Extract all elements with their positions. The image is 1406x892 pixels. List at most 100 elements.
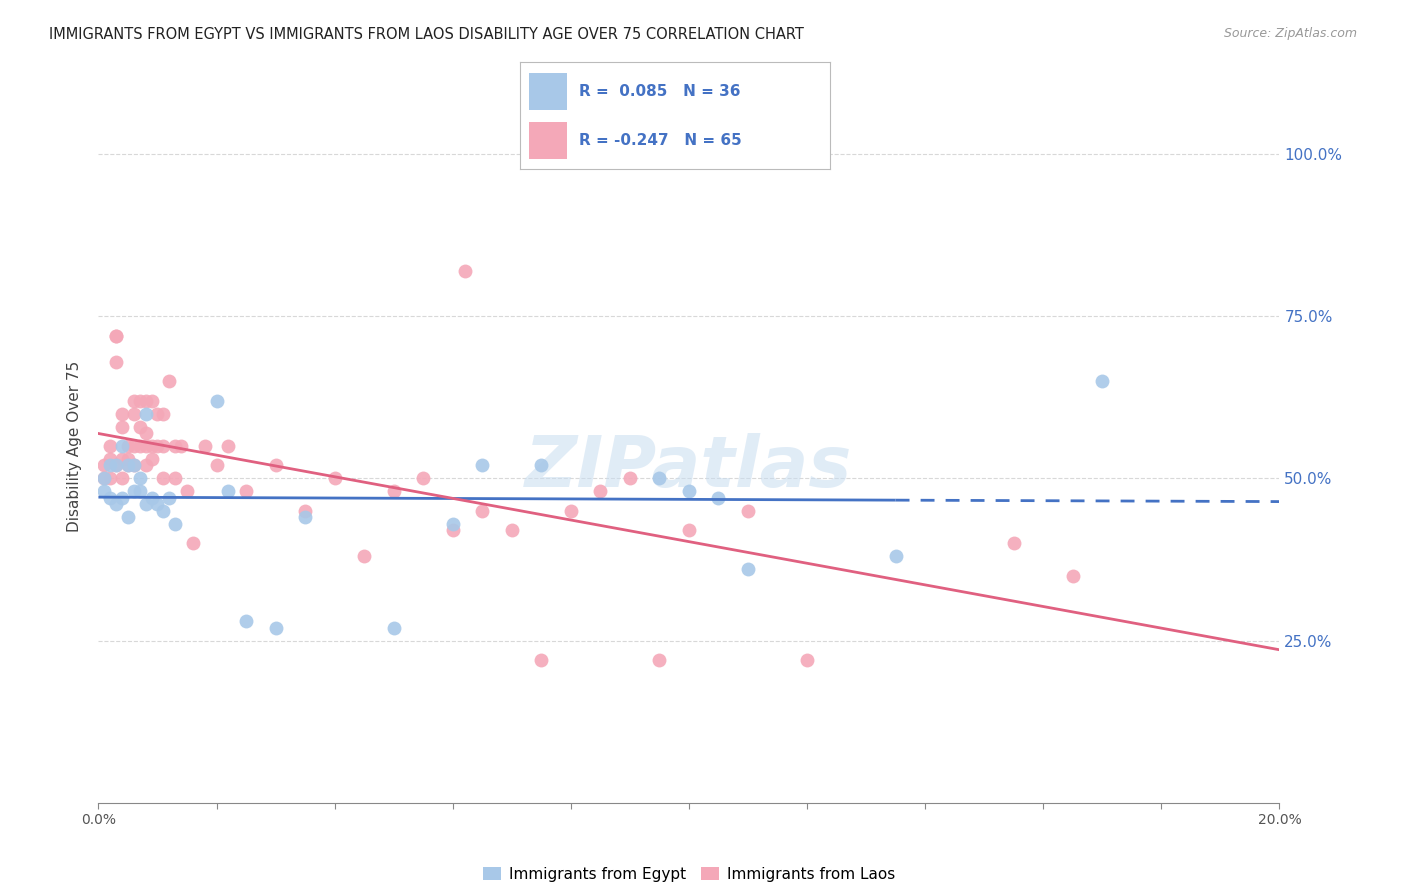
Point [93,471,115,485]
Point [589,484,612,499]
Point [884,549,907,564]
Point [105,328,128,343]
Point [1062,568,1084,582]
Point [135,439,157,453]
Point [141,452,163,467]
Point [181,536,204,550]
Point [135,393,157,408]
Point [235,484,257,499]
Point [441,516,464,531]
Point [128,393,150,408]
Point [530,458,553,473]
Point [294,504,316,518]
Point [152,407,174,421]
Point [176,484,198,499]
Point [737,504,759,518]
Point [141,393,163,408]
Point [412,471,434,485]
Point [122,407,145,421]
Legend: Immigrants from Egypt, Immigrants from Laos: Immigrants from Egypt, Immigrants from L… [477,861,901,888]
Point [135,407,157,421]
Point [619,471,641,485]
Point [146,439,169,453]
Point [205,393,228,408]
Point [111,491,134,505]
Point [353,549,375,564]
Point [165,516,187,531]
Point [98,458,121,473]
Point [146,407,169,421]
Point [648,653,671,667]
Point [678,484,700,499]
Text: Source: ZipAtlas.com: Source: ZipAtlas.com [1223,27,1357,40]
Point [152,439,174,453]
Point [146,497,169,511]
Point [294,510,316,524]
Point [105,497,128,511]
Point [135,425,157,440]
Point [117,458,139,473]
Point [128,484,150,499]
Point [501,524,523,538]
Point [737,562,759,576]
Point [235,614,257,628]
Point [98,471,121,485]
Point [264,621,287,635]
Point [560,504,582,518]
Point [117,439,139,453]
Point [117,510,139,524]
Y-axis label: Disability Age Over 75: Disability Age Over 75 [67,360,83,532]
Point [648,471,671,485]
Point [105,354,128,368]
Point [796,653,818,667]
Point [141,439,163,453]
Point [122,484,145,499]
Text: IMMIGRANTS FROM EGYPT VS IMMIGRANTS FROM LAOS DISABILITY AGE OVER 75 CORRELATION: IMMIGRANTS FROM EGYPT VS IMMIGRANTS FROM… [49,27,804,42]
Point [217,439,239,453]
Point [194,439,217,453]
Point [105,458,128,473]
Point [441,524,464,538]
Point [128,471,150,485]
Point [111,439,134,453]
Point [117,458,139,473]
Point [98,452,121,467]
Point [152,504,174,518]
Point [157,374,180,388]
Point [111,471,134,485]
Point [122,393,145,408]
Point [122,439,145,453]
Point [707,491,730,505]
Point [382,484,405,499]
Point [105,328,128,343]
Point [93,458,115,473]
Point [1002,536,1025,550]
Point [471,504,494,518]
Point [98,439,121,453]
Point [135,497,157,511]
Point [141,491,163,505]
Point [471,458,494,473]
Text: ZIPatlas: ZIPatlas [526,433,852,502]
Point [323,471,346,485]
FancyBboxPatch shape [530,73,567,110]
Point [165,439,187,453]
Point [264,458,287,473]
Point [93,471,115,485]
Point [117,452,139,467]
Point [530,653,553,667]
Point [93,484,115,499]
Point [165,471,187,485]
Point [122,458,145,473]
Point [128,439,150,453]
Point [135,458,157,473]
Point [205,458,228,473]
Point [105,458,128,473]
Point [1091,374,1114,388]
Point [152,471,174,485]
Point [98,491,121,505]
Point [678,524,700,538]
Point [217,484,239,499]
FancyBboxPatch shape [530,122,567,159]
Text: R =  0.085   N = 36: R = 0.085 N = 36 [579,84,741,99]
